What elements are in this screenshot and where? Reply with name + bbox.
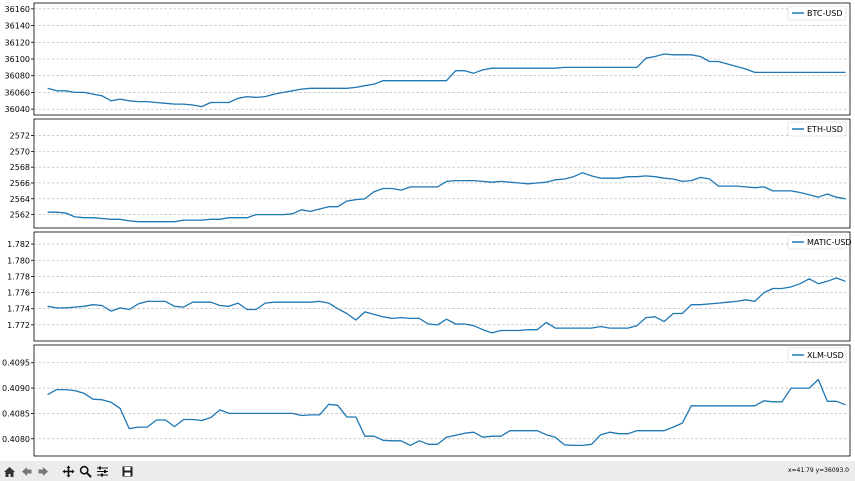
zoom-icon[interactable] [78, 464, 93, 479]
y-tick-label: 2562 [10, 211, 30, 220]
subplot-3: 1.772 1.774 1.776 1.778 1.780 1.782 MATIC-USD [7, 231, 852, 342]
chart-figure: 36040 36060 36080 36100 36120 36140 36160 BTC-U… [2, 2, 852, 457]
navigation-toolbar: x=41.79 y=36093.0 [0, 461, 855, 481]
save-icon[interactable] [120, 464, 135, 479]
y-tick-label: 36160 [5, 5, 30, 14]
forward-icon[interactable] [36, 464, 51, 479]
configure-subplots-icon[interactable] [95, 464, 110, 479]
subplot-2: 2562 2564 2566 2568 2570 2572 ETH-USD [10, 118, 851, 229]
y-tick-label: 2564 [10, 195, 30, 204]
y-tick-label: 0.4080 [2, 435, 30, 444]
legend-box [787, 121, 847, 137]
y-tick-label: 36100 [5, 55, 30, 64]
home-icon[interactable] [2, 464, 17, 479]
legend-box [787, 234, 847, 250]
subplot-1: 36040 36060 36080 36100 36120 36140 36160 BTC-U… [5, 2, 851, 116]
legend-label: ETH-USD [807, 125, 843, 134]
y-tick-label: 0.4090 [2, 384, 30, 393]
legend: XLM-USD [787, 347, 847, 363]
legend-label: MATIC-USD [807, 238, 852, 247]
y-tick-label: 1.772 [7, 321, 30, 330]
axes-frame [33, 344, 851, 457]
legend-label: XLM-USD [807, 351, 844, 360]
pan-icon[interactable] [61, 464, 76, 479]
legend: ETH-USD [787, 121, 847, 137]
legend-box [787, 347, 847, 363]
y-tick-label: 0.4095 [2, 359, 30, 368]
series-line-eth-usd [47, 172, 846, 223]
y-tick-label: 1.782 [7, 240, 30, 249]
series-line-btc-usd [47, 53, 846, 108]
y-tick-label: 2566 [10, 179, 30, 188]
y-tick-label: 1.774 [7, 305, 30, 314]
series-line-xlm-usd [47, 378, 846, 447]
y-tick-label: 2572 [10, 132, 30, 141]
y-tick-label: 1.778 [7, 272, 30, 281]
y-tick-label: 36040 [5, 105, 30, 114]
axes-frame [33, 231, 851, 342]
y-tick-label: 2570 [10, 147, 30, 156]
legend-label: BTC-USD [807, 9, 842, 18]
subplot-4: 0.4080 0.4085 0.4090 0.4095 XLM-USD [2, 344, 851, 457]
legend-box [787, 5, 847, 21]
y-tick-label: 2568 [10, 163, 30, 172]
y-tick-label: 36120 [5, 38, 30, 47]
legend: BTC-USD [787, 5, 847, 21]
y-tick-label: 0.4085 [2, 409, 30, 418]
series-line-matic-usd [47, 277, 846, 334]
y-tick-label: 36140 [5, 22, 30, 31]
y-tick-label: 36060 [5, 88, 30, 97]
y-tick-label: 36080 [5, 72, 30, 81]
back-icon[interactable] [19, 464, 34, 479]
axes-frame [33, 118, 851, 229]
y-tick-label: 1.776 [7, 289, 30, 298]
cursor-coordinates: x=41.79 y=36093.0 [787, 467, 849, 474]
y-tick-label: 1.780 [7, 256, 30, 265]
legend: MATIC-USD [787, 234, 852, 250]
